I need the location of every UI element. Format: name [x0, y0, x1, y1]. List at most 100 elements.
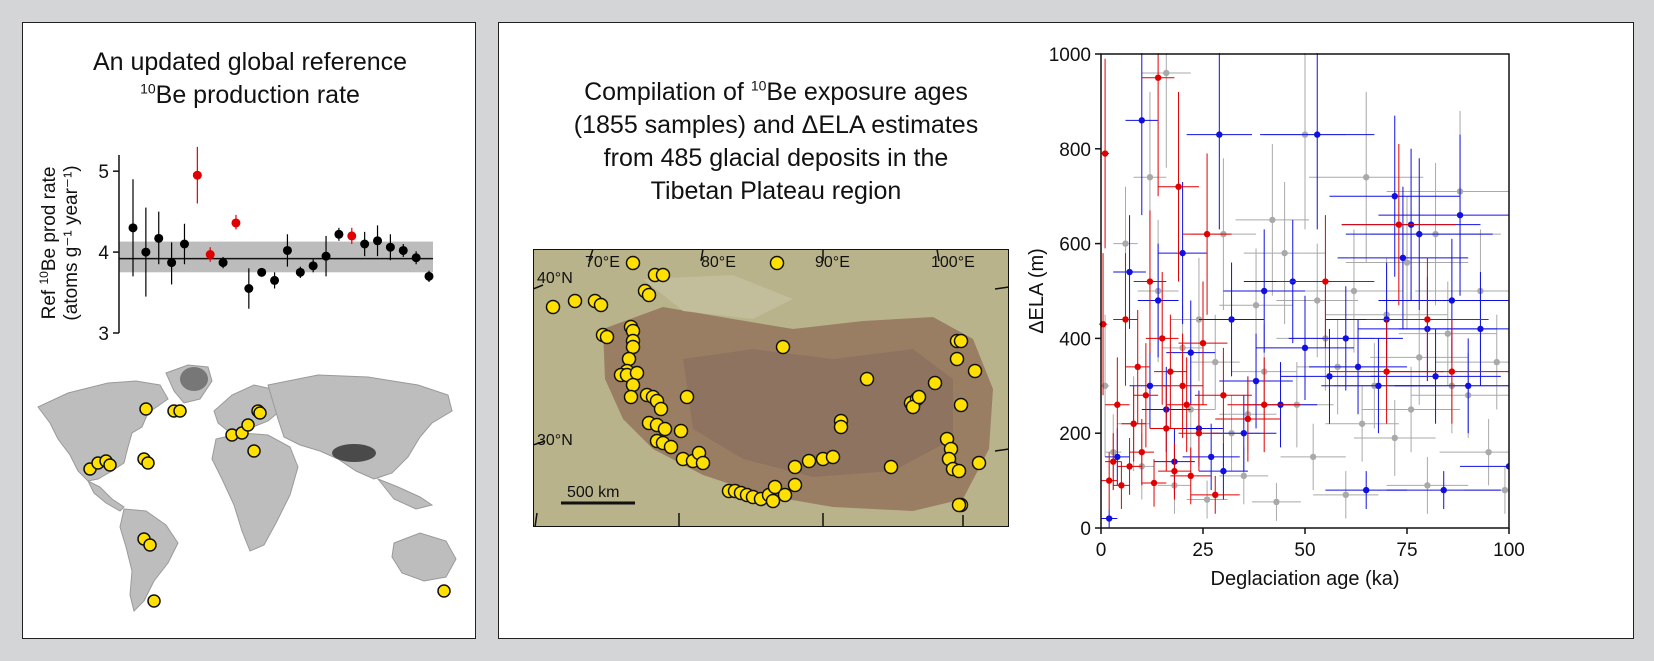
prod-point: [385, 242, 395, 252]
site-marker: [971, 455, 987, 471]
ela-point: [1301, 344, 1309, 352]
ela-point: [1207, 453, 1215, 461]
lat-label-40n: 40°N: [537, 270, 573, 287]
ela-point: [1342, 491, 1349, 499]
site-marker: [625, 255, 641, 271]
left-panel: An updated global reference 10Be product…: [22, 22, 476, 639]
ela-point: [1448, 368, 1456, 375]
reference-band: [119, 241, 433, 273]
central-america: [86, 479, 125, 512]
site-marker: [593, 297, 609, 313]
prod-point: [424, 271, 434, 281]
ela-ytick-label: 800: [1059, 140, 1091, 161]
prod-marks: [128, 146, 434, 309]
prod-point: [218, 258, 228, 268]
ela-point: [1363, 486, 1370, 494]
ela-point: [1122, 240, 1129, 247]
site-marker: [967, 363, 983, 379]
left-title-line2-text: Be production rate: [155, 81, 360, 109]
site-marker: [241, 418, 255, 432]
prod-ytick-label: 3: [98, 324, 109, 343]
site-marker: [765, 493, 781, 509]
ela-xtick-label: 0: [1096, 540, 1107, 561]
prod-ylabel-line1: Ref 10Be prod rate: [37, 167, 60, 320]
prod-point: [270, 275, 280, 285]
ela-point: [1105, 515, 1113, 522]
site-marker: [621, 351, 637, 367]
ela-point: [1187, 349, 1194, 356]
prod-point: [411, 253, 421, 263]
ela-point: [1281, 249, 1288, 257]
tibetan-plateau-map: 70°E 80°E 90°E 100°E 40°N 30°N 500 km: [533, 249, 1009, 527]
left-panel-title: An updated global reference 10Be product…: [23, 46, 477, 112]
ela-point: [1179, 249, 1186, 257]
prod-point: [257, 267, 267, 277]
ela-point: [1216, 131, 1223, 138]
site-marker: [927, 375, 943, 391]
north-america: [37, 380, 169, 482]
site-marker: [599, 329, 615, 345]
ela-point: [1505, 463, 1509, 470]
ela-point: [1150, 479, 1158, 487]
mid-title-line2: (1855 samples) and ΔELA estimates: [573, 111, 979, 139]
ela-ytick-label: 1000: [1049, 45, 1091, 66]
world-map: [37, 364, 457, 612]
ela-point: [1448, 297, 1456, 304]
ela-point: [1403, 259, 1411, 266]
left-title-line2: 10Be production rate: [23, 79, 477, 112]
tibet-site-markers: [545, 255, 987, 513]
asia: [267, 374, 453, 480]
ela-point: [1159, 335, 1166, 342]
ela-point: [1220, 467, 1227, 475]
site-marker: [625, 339, 641, 355]
prod-point: [141, 247, 151, 257]
ela-ytick-label: 400: [1059, 329, 1091, 350]
ela-point: [1199, 339, 1207, 347]
ela-point: [1314, 131, 1321, 138]
ela-point: [1273, 498, 1280, 506]
ela-point: [1163, 425, 1170, 432]
prod-point: [321, 251, 331, 261]
site-marker: [143, 538, 157, 552]
prod-point: [231, 218, 241, 228]
prod-point: [308, 261, 318, 271]
ela-point: [1465, 382, 1472, 389]
prod-ylabel-post: Be prod rate: [39, 167, 60, 272]
prod-point: [360, 239, 370, 249]
ela-point: [1322, 278, 1329, 285]
prod-point: [205, 250, 215, 260]
ela-point: [1101, 150, 1109, 157]
mid-title-line3: from 485 glacial deposits in the: [603, 144, 949, 172]
ela-point: [1220, 392, 1227, 399]
prod-point: [334, 229, 344, 239]
prod-ylabel-pre: Ref: [39, 285, 60, 320]
site-marker: [953, 397, 969, 413]
ela-point: [1375, 382, 1382, 389]
ela-point: [1444, 330, 1451, 337]
ela-point: [1203, 496, 1211, 503]
ela-point: [1416, 354, 1423, 361]
ela-point: [1477, 325, 1484, 333]
prod-point: [192, 170, 202, 180]
site-marker: [641, 287, 657, 303]
ela-point: [1342, 335, 1349, 342]
ela-point: [1203, 230, 1211, 238]
site-marker: [653, 401, 669, 417]
graticule: [533, 249, 1009, 527]
ela-xtick-label: 50: [1294, 540, 1315, 561]
ela-point: [1138, 448, 1145, 456]
ela-point: [1118, 482, 1125, 489]
ela-point: [1456, 211, 1464, 219]
site-marker: [437, 584, 451, 598]
ela-point: [1187, 406, 1194, 413]
south-america: [119, 508, 179, 612]
site-marker: [949, 351, 965, 367]
ela-point: [1134, 363, 1141, 371]
ela-point: [1163, 69, 1170, 77]
prod-point: [128, 223, 138, 233]
ela-point: [1195, 430, 1203, 437]
site-marker: [769, 255, 785, 271]
ela-point: [1395, 221, 1403, 228]
site-marker: [951, 463, 967, 479]
ela-point: [1154, 297, 1162, 304]
